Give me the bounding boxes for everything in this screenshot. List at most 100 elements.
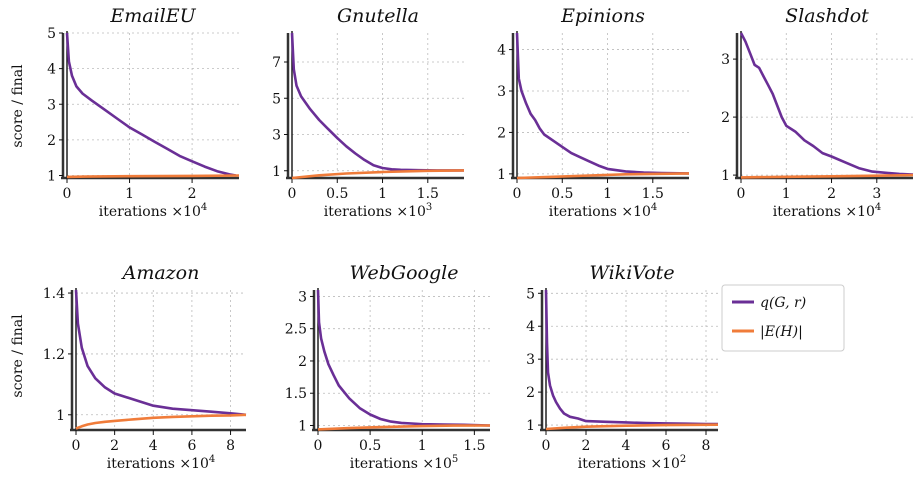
panel-wikivote: 1 2 3 4 5 0 2 4 6 8 WikiVote iterations ×102 [526, 262, 719, 472]
series-e-line [545, 423, 719, 431]
y-tick-label: 3 [272, 128, 281, 144]
y-tick-label: 3 [721, 52, 730, 68]
x-tick-label: 8 [702, 438, 711, 454]
y-tick-label: 2 [721, 110, 730, 126]
y-tick-label: 1 [47, 169, 56, 185]
y-axis-label-bottom: score / final [10, 314, 26, 398]
x-axis-label: iterations ×103 [324, 202, 433, 220]
legend-q-label: q(G, r) [760, 295, 806, 311]
x-tick-label: 0 [737, 186, 746, 202]
x-tick-label: 3 [872, 186, 881, 202]
series-q-line [74, 289, 247, 417]
x-tick-label: 6 [662, 438, 671, 454]
x-tick-label: 0 [542, 438, 551, 454]
y-tick-label: 7 [272, 55, 281, 71]
legend-e-label: |E(H)| [760, 324, 803, 340]
y-tick-label: 2 [497, 125, 506, 141]
series-e-line [740, 173, 914, 179]
x-tick-label: 1 [418, 438, 427, 454]
x-tick-label: 2 [110, 438, 119, 454]
y-tick-label: 5 [272, 91, 281, 107]
x-tick-label: 1.5 [463, 438, 485, 454]
y-tick-label: 2 [47, 133, 56, 149]
panel-title: WikiVote [589, 262, 674, 284]
series-e-line [516, 172, 690, 180]
x-axis-exponent: 4 [875, 202, 881, 213]
x-axis-exponent: 2 [680, 454, 686, 465]
y-tick-label: 2 [526, 385, 535, 401]
y-tick-label: 1 [721, 168, 730, 184]
x-axis-label: iterations ×105 [350, 454, 459, 472]
y-tick-label: 3 [497, 84, 506, 100]
series-e-line [66, 174, 240, 179]
panel-gnutella: 1 3 5 7 0 0.5 1 1.5 Gnutella iterations ×103 [272, 5, 465, 220]
x-axis-exponent: 4 [209, 454, 215, 465]
x-tick-label: 1.5 [417, 186, 439, 202]
y-tick-label: 3 [47, 97, 56, 113]
y-tick-label: 1.5 [285, 386, 307, 402]
panel-title: Epinions [560, 5, 645, 27]
x-tick-label: 1 [782, 186, 791, 202]
panel-title: Slashdot [785, 5, 869, 27]
series-e-line [291, 169, 465, 180]
panel-title: Gnutella [337, 5, 419, 27]
y-tick-label: 1 [298, 418, 307, 434]
x-axis-label: iterations ×104 [107, 454, 216, 472]
series-q-line [739, 32, 914, 176]
x-tick-label: 0 [72, 438, 81, 454]
y-tick-label: 1 [526, 418, 535, 434]
y-tick-label: 4 [47, 62, 56, 78]
y-tick-label: 1 [272, 164, 281, 180]
x-tick-label: 1.5 [642, 186, 664, 202]
x-tick-label: 0.5 [551, 186, 573, 202]
y-tick-label: 4 [497, 43, 506, 59]
panel-title: Amazon [121, 262, 200, 284]
x-tick-label: 0 [63, 186, 72, 202]
x-axis-exponent: 5 [452, 454, 458, 465]
series-q-line [316, 289, 491, 427]
x-tick-label: 6 [187, 438, 196, 454]
x-axis-label: iterations ×104 [773, 202, 882, 220]
y-tick-label: 5 [47, 26, 56, 42]
x-axis-exponent: 4 [201, 202, 207, 213]
series-q-line [290, 32, 464, 172]
x-tick-label: 0 [513, 186, 522, 202]
x-axis-label: iterations ×104 [549, 202, 658, 220]
y-tick-label: 1 [497, 167, 506, 183]
series-q-line [515, 32, 690, 175]
series-e-line [317, 424, 491, 431]
x-tick-label: 0 [288, 186, 297, 202]
x-tick-label: 4 [149, 438, 158, 454]
legend: q(G, r) |E(H)| [721, 284, 845, 352]
x-tick-label: 2 [827, 186, 836, 202]
panel-title: WebGoogle [350, 262, 459, 284]
y-axis-label-top: score / final [10, 64, 26, 148]
x-tick-label: 0.5 [326, 186, 348, 202]
y-tick-label: 4 [526, 319, 535, 335]
x-tick-label: 8 [226, 438, 235, 454]
y-tick-label: 2 [298, 354, 307, 370]
x-tick-label: 1 [378, 186, 387, 202]
y-tick-label: 1.4 [43, 286, 65, 302]
series-q-line [65, 32, 237, 177]
y-tick-label: 5 [526, 286, 535, 302]
x-tick-label: 4 [622, 438, 631, 454]
x-tick-label: 1 [125, 186, 134, 202]
x-axis-label: iterations ×102 [578, 454, 687, 472]
y-tick-label: 2.5 [285, 322, 307, 338]
x-tick-label: 2 [188, 186, 197, 202]
x-tick-label: 1 [603, 186, 612, 202]
panel-epinions: 1 2 3 4 0 0.5 1 1.5 Epinions iterations ×104 [497, 5, 690, 220]
panel-title: EmailEU [109, 5, 196, 27]
panel-webgoogle: 1 1.5 2 2.5 3 0 0.5 1 1.5 WebGoogle iterations ×10… [285, 262, 491, 472]
x-tick-label: 0 [314, 438, 323, 454]
y-tick-label: 1 [56, 408, 65, 424]
x-axis-label: iterations ×104 [99, 202, 208, 220]
x-tick-label: 2 [582, 438, 591, 454]
x-tick-label: 0.5 [359, 438, 381, 454]
series-q-line [544, 289, 718, 426]
